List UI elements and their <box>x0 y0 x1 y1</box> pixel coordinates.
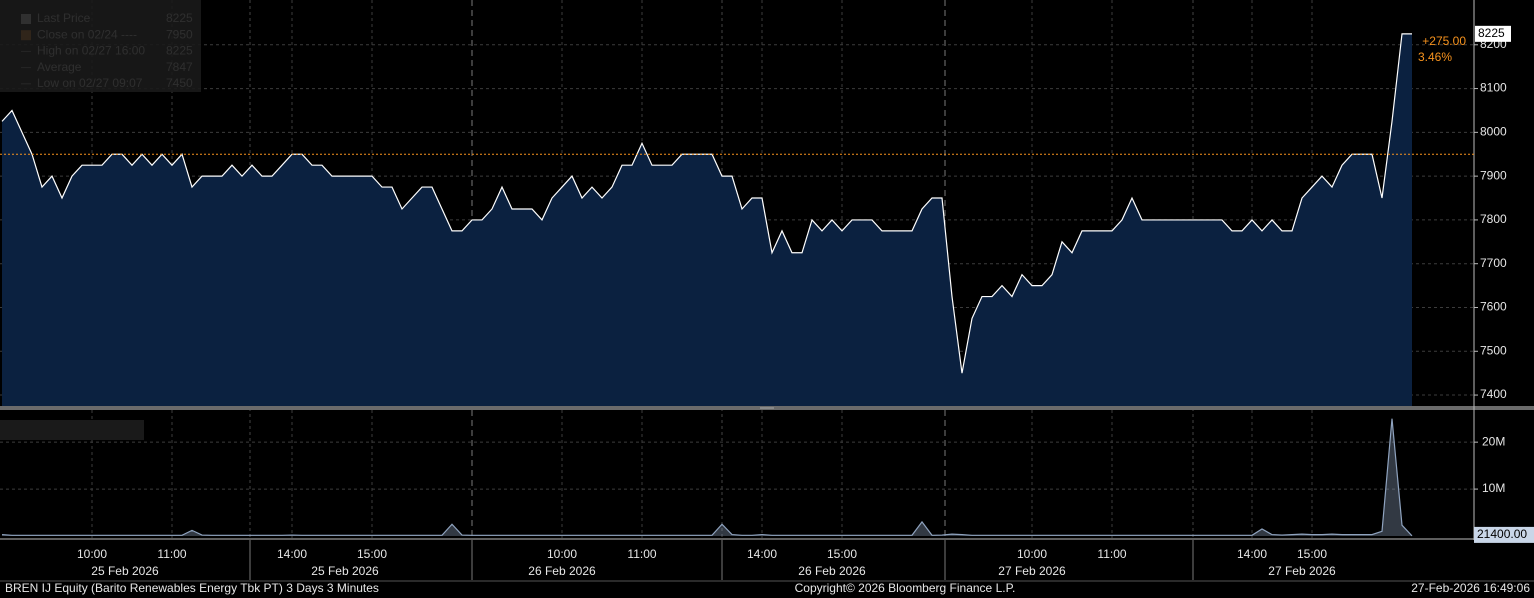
x-date-label: 27 Feb 2026 <box>1268 564 1336 578</box>
y-tick-label: 7500 <box>1480 343 1507 357</box>
last-price-box <box>1475 25 1511 42</box>
last-volume-box <box>1474 526 1534 543</box>
legend-box <box>0 0 201 92</box>
x-tick-label: 15:00 <box>357 547 387 561</box>
x-tick-label: 15:00 <box>1297 547 1327 561</box>
y-tick-label: 8100 <box>1480 81 1507 95</box>
footer-right: 27-Feb-2026 16:49:06 <box>1411 581 1530 595</box>
x-tick-label: 10:00 <box>1017 547 1047 561</box>
x-tick-label: 14:00 <box>277 547 307 561</box>
price-line <box>1 33 1412 374</box>
last-price-label: 8225 <box>1478 26 1505 40</box>
y-tick-label: 7900 <box>1480 168 1507 182</box>
x-date-label: 27 Feb 2026 <box>998 564 1066 578</box>
plot-layer <box>0 0 1474 538</box>
x-tick-label: 15:00 <box>827 547 857 561</box>
y-tick-label: 7400 <box>1480 387 1507 401</box>
last-volume-label: 21400.00 <box>1477 527 1527 541</box>
y-tick-label: 20M <box>1482 434 1505 448</box>
footer-left: BREN IJ Equity (Barito Renewables Energy… <box>5 581 379 595</box>
y-tick-label: 7800 <box>1480 212 1507 226</box>
volume-legend-box <box>0 420 144 440</box>
y-tick-label: 10M <box>1482 481 1505 495</box>
x-tick-label: 10:00 <box>547 547 577 561</box>
change-pct-label: 3.46% <box>1418 50 1452 64</box>
x-tick-label: 14:00 <box>1237 547 1267 561</box>
y-tick-label: 8000 <box>1480 125 1507 139</box>
x-tick-label: 11:00 <box>1097 547 1126 561</box>
change-label: +275.00 <box>1422 34 1466 48</box>
footer-center: Copyright© 2026 Bloomberg Finance L.P. <box>795 581 1016 595</box>
x-tick-label: 10:00 <box>77 547 107 561</box>
x-tick-label: 11:00 <box>627 547 656 561</box>
x-date-label: 25 Feb 2026 <box>311 564 379 578</box>
x-date-label: 26 Feb 2026 <box>798 564 866 578</box>
x-tick-label: 11:00 <box>157 547 186 561</box>
x-tick-label: 14:00 <box>747 547 777 561</box>
x-date-label: 26 Feb 2026 <box>528 564 596 578</box>
y-tick-label: 7600 <box>1480 300 1507 314</box>
area-fill <box>2 33 1412 407</box>
x-date-label: 25 Feb 2026 <box>91 564 159 578</box>
y-tick-label: 7700 <box>1480 256 1507 270</box>
volume-line <box>1 418 1413 537</box>
